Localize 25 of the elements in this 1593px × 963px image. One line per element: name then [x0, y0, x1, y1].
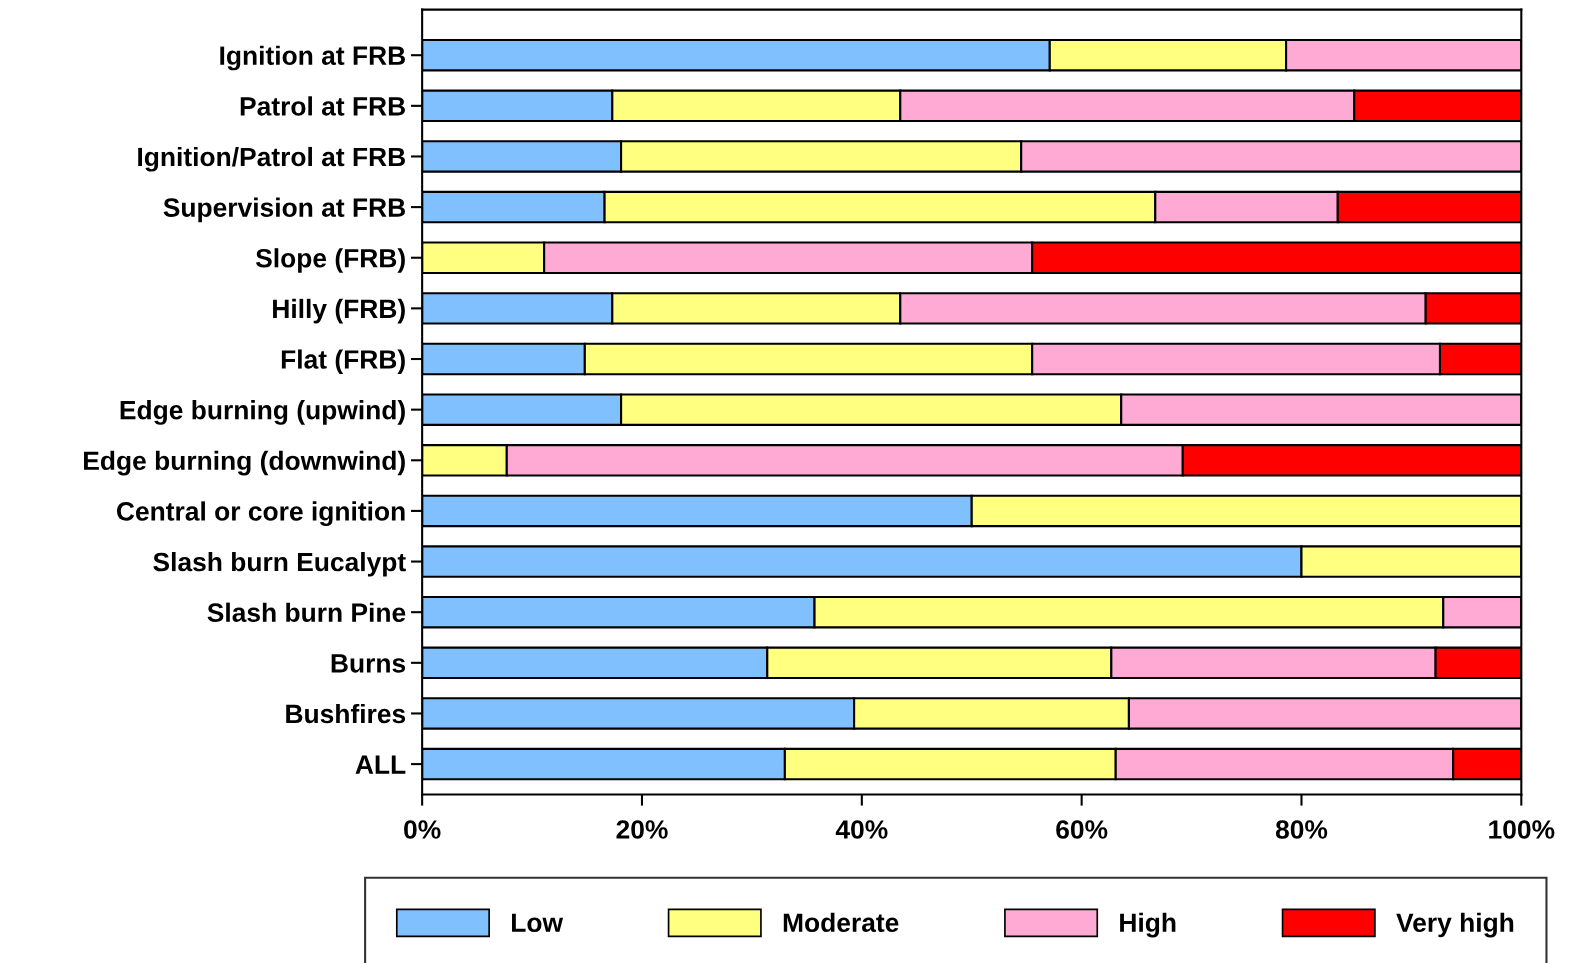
- legend-label: Low: [512, 913, 564, 933]
- y-tick-label: Slash burn Pine: [207, 602, 406, 623]
- y-tick-label: Hilly (FRB): [273, 298, 405, 324]
- x-tick-label: 40%: [835, 820, 888, 839]
- y-tick-label: Edge burning (downwind): [84, 450, 405, 476]
- y-tick-label: Edge burning (upwind): [120, 400, 405, 425]
- x-tick-label: 0%: [404, 820, 441, 839]
- y-tick-label: ALL: [355, 755, 406, 774]
- y-tick-label: Ignition/Patrol at FRB: [138, 146, 405, 172]
- x-tick-label: 20%: [616, 820, 668, 839]
- y-tick-label: Burns: [331, 654, 406, 673]
- y-tick-label: Patrol at FRB: [240, 96, 405, 116]
- x-tick-label: 60%: [1056, 820, 1108, 839]
- legend-label: Moderate: [783, 912, 899, 933]
- y-tick-label: Slope (FRB): [255, 248, 405, 273]
- y-tick-label: Slash burn Eucalypt: [153, 551, 406, 577]
- x-tick-label: 80%: [1275, 820, 1328, 839]
- y-tick-label: Central or core ignition: [116, 501, 405, 527]
- legend-label: High: [1120, 912, 1176, 938]
- legend-label: Very high: [1396, 912, 1514, 938]
- y-tick-label: Bushfires: [286, 703, 406, 724]
- y-tick-label: Supervision at FRB: [163, 197, 405, 223]
- x-tick-label: 100%: [1489, 820, 1555, 839]
- y-tick-label: Flat (FRB): [281, 349, 405, 375]
- y-tick-label: Ignition at FRB: [220, 45, 405, 71]
